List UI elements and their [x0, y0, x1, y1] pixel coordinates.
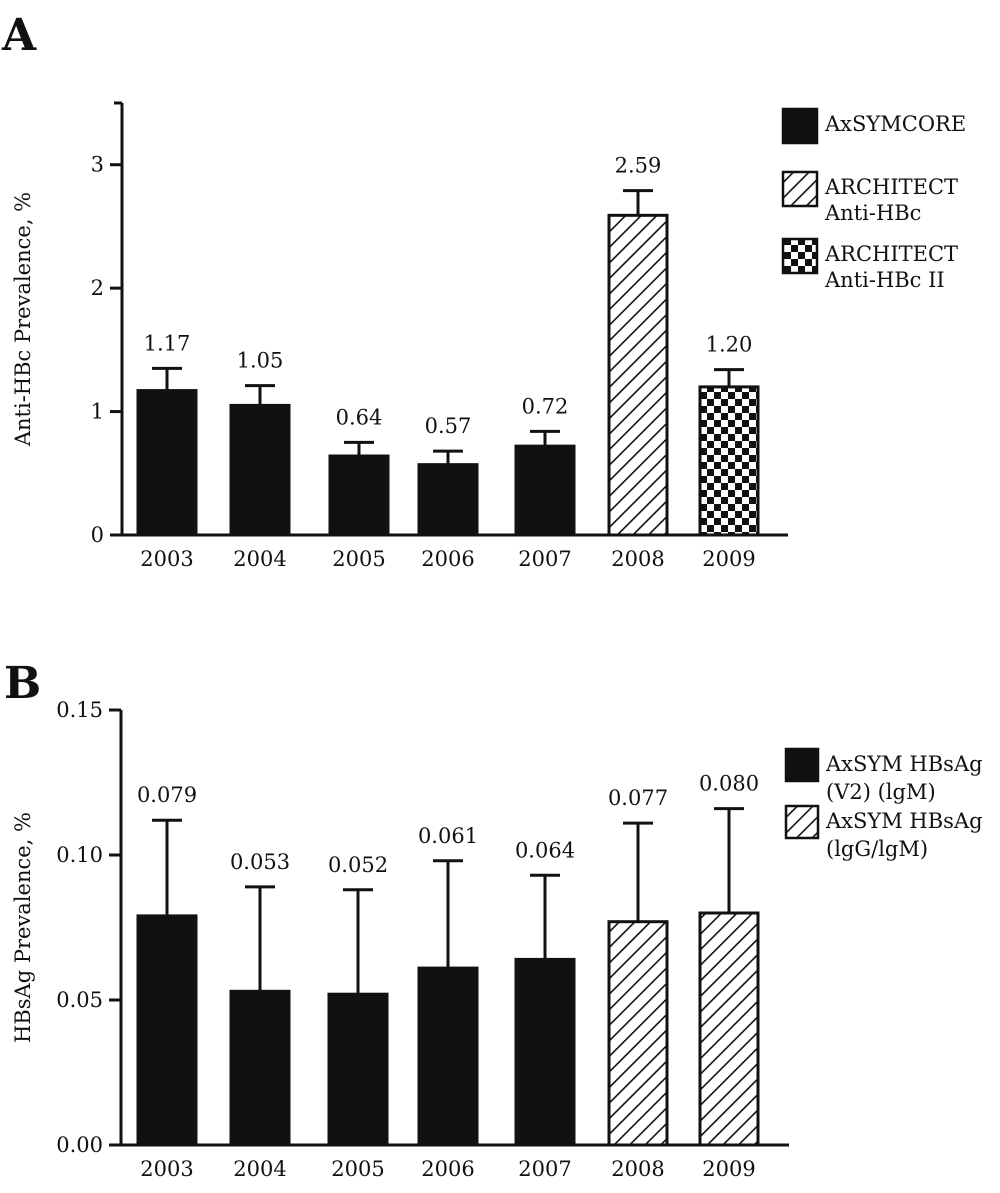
x-tick-label: 2008: [611, 1157, 664, 1181]
bar-2009: [698, 911, 760, 1147]
data-label: 1.20: [706, 333, 753, 357]
data-label: 1.05: [237, 349, 284, 373]
y-axis-label: Anti-HBc Prevalence, %: [11, 192, 35, 447]
legend-label: ARCHITECT: [824, 242, 958, 266]
legend-label: Anti-HBc: [824, 201, 921, 225]
legend-label: ARCHITECT: [824, 175, 958, 199]
legend-swatch: [781, 170, 819, 208]
x-tick-label: 2008: [611, 547, 664, 571]
bar-2003: [136, 389, 198, 537]
legend-label: (lgG/lgM): [826, 837, 928, 861]
x-tick-label: 2009: [702, 1157, 755, 1181]
x-tick-label: 2004: [233, 1157, 286, 1181]
bar-2009: [698, 385, 760, 537]
x-tick-label: 2007: [518, 547, 571, 571]
bar-2006: [417, 463, 479, 537]
y-tick-label: 0.10: [56, 843, 103, 867]
data-label: 0.080: [699, 772, 759, 796]
y-tick-label: 1: [91, 400, 104, 424]
panel-letter-b: B: [4, 658, 41, 709]
x-tick-label: 2009: [702, 547, 755, 571]
legend-label: AxSYMCORE: [824, 112, 966, 136]
legend-swatch: [784, 804, 820, 840]
y-axis-label: HBsAg Prevalence, %: [11, 812, 35, 1043]
y-tick-label: 3: [91, 153, 104, 177]
bar-2008: [607, 213, 669, 537]
data-label: 1.17: [144, 331, 191, 355]
x-tick-label: 2005: [332, 547, 385, 571]
bar-2007: [514, 957, 576, 1147]
bar-2008: [607, 920, 669, 1147]
y-tick-label: 2: [91, 276, 104, 300]
bar-2004: [229, 403, 291, 537]
data-label: 0.052: [328, 853, 388, 877]
legend-label: AxSYM HBsAg: [825, 752, 983, 776]
data-label: 0.72: [522, 394, 569, 418]
y-tick-label: 0.00: [56, 1133, 103, 1157]
chart-panel-a: 0 1 2 3 Anti-HBc Prevalence, % 1.17 2003 1.05 20…: [11, 101, 966, 571]
x-tick-label: 2006: [421, 1157, 474, 1181]
data-label: 0.061: [418, 824, 478, 848]
legend-label: AxSYM HBsAg: [825, 809, 983, 833]
x-tick-label: 2006: [421, 547, 474, 571]
data-label: 0.64: [336, 405, 383, 429]
bar-2005: [327, 992, 389, 1147]
data-label: 2.59: [615, 154, 662, 178]
chart-panel-b: 0.00 0.05 0.10 0.15 HBsAg Prevalence, % 0.079…: [11, 698, 983, 1181]
y-tick-label: 0.05: [56, 988, 103, 1012]
legend-swatch: [784, 747, 820, 783]
data-label: 0.57: [425, 414, 472, 438]
legend-label: (V2) (lgM): [826, 780, 936, 804]
x-tick-label: 2003: [140, 1157, 193, 1181]
legend-swatch: [781, 107, 819, 145]
x-tick-label: 2003: [140, 547, 193, 571]
data-label: 0.079: [137, 783, 197, 807]
data-label: 0.077: [608, 786, 668, 810]
data-label: 0.064: [515, 838, 575, 862]
x-tick-label: 2005: [331, 1157, 384, 1181]
bar-2003: [136, 914, 198, 1147]
data-label: 0.053: [230, 850, 290, 874]
bar-2004: [229, 989, 291, 1147]
y-tick-label: 0: [91, 523, 104, 547]
x-tick-label: 2007: [518, 1157, 571, 1181]
legend-swatch: [781, 237, 819, 275]
x-tick-label: 2004: [233, 547, 286, 571]
bar-2006: [417, 966, 479, 1147]
y-tick-label: 0.15: [56, 698, 103, 722]
bar-2007: [514, 444, 576, 537]
legend-label: Anti-HBc II: [824, 268, 945, 292]
bar-2005: [328, 454, 390, 537]
panel-letter-a: A: [1, 10, 37, 61]
